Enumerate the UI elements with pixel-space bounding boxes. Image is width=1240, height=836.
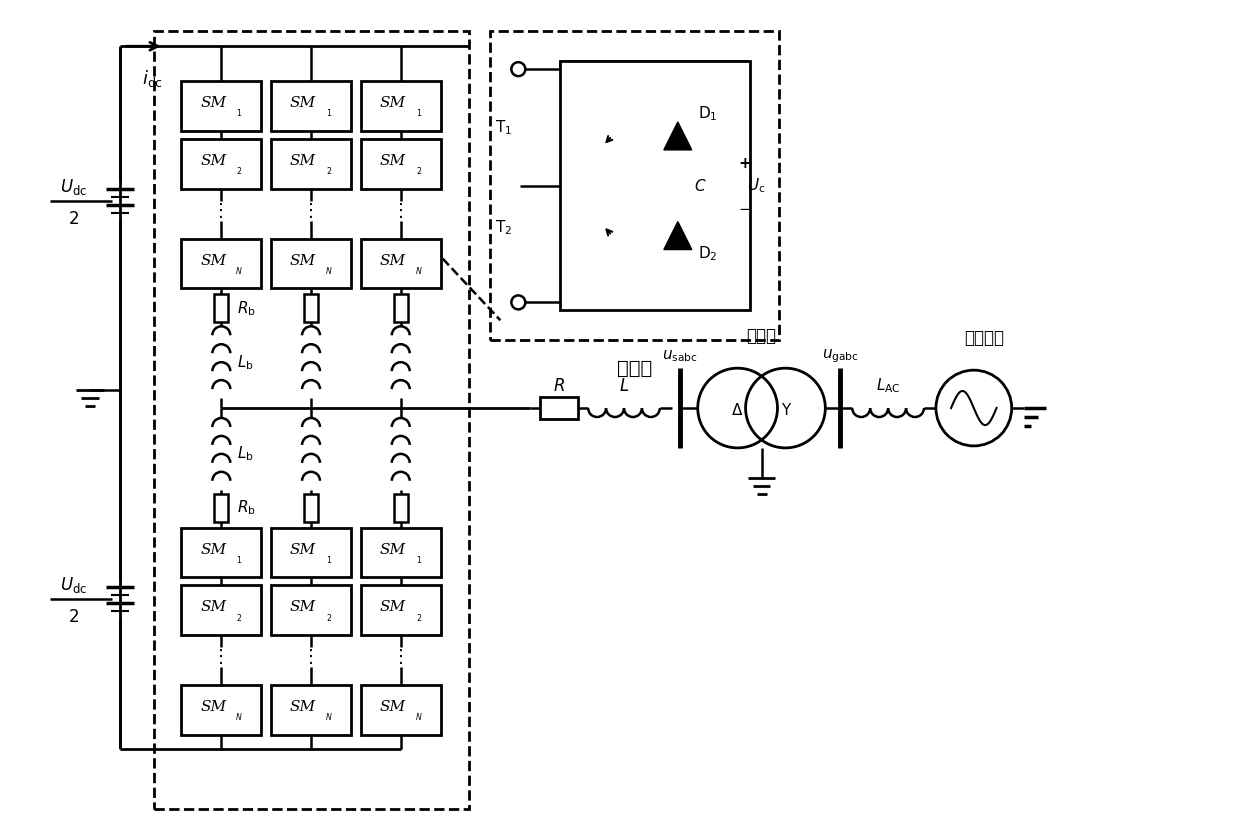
Bar	[181, 81, 262, 131]
Text: $U_{\mathrm{dc}}$: $U_{\mathrm{dc}}$	[61, 575, 87, 595]
Polygon shape	[663, 222, 692, 250]
Text: +: +	[738, 156, 751, 171]
Text: $_2$: $_2$	[236, 612, 242, 624]
Bar	[394, 494, 408, 522]
Bar	[361, 81, 440, 131]
Text: SM: SM	[290, 700, 316, 714]
Text: $_1$: $_1$	[236, 554, 243, 567]
Text: $2$: $2$	[68, 210, 79, 227]
Bar	[181, 139, 262, 189]
Bar	[361, 528, 440, 578]
Bar	[361, 585, 440, 635]
Text: $\mathrm{T}_1$: $\mathrm{T}_1$	[495, 119, 512, 137]
Text: $_2$: $_2$	[415, 612, 422, 624]
Text: $u_{\mathrm{sabc}}$: $u_{\mathrm{sabc}}$	[662, 349, 698, 364]
Polygon shape	[663, 122, 692, 150]
Bar	[491, 31, 780, 340]
Text: $R_{\mathrm{b}}$: $R_{\mathrm{b}}$	[237, 498, 257, 517]
Text: $\mathrm{D}_2$: $\mathrm{D}_2$	[698, 244, 717, 263]
Text: $L_{\mathrm{b}}$: $L_{\mathrm{b}}$	[237, 353, 254, 371]
Bar	[361, 686, 440, 735]
Bar	[394, 294, 408, 323]
Text: $U_{\mathrm{dc}}$: $U_{\mathrm{dc}}$	[61, 176, 87, 196]
Text: SM: SM	[379, 543, 405, 557]
Text: SM: SM	[201, 700, 227, 714]
Text: $L_{\mathrm{AC}}$: $L_{\mathrm{AC}}$	[875, 377, 900, 395]
Text: $_1$: $_1$	[236, 108, 243, 120]
Bar	[181, 585, 262, 635]
Text: $U_{\mathrm{c}}$: $U_{\mathrm{c}}$	[746, 176, 765, 195]
Bar	[272, 528, 351, 578]
Bar	[181, 528, 262, 578]
Bar	[272, 81, 351, 131]
Bar	[181, 686, 262, 735]
Text: $i_{\mathrm{dc}}$: $i_{\mathrm{dc}}$	[141, 68, 162, 89]
Bar	[272, 686, 351, 735]
Text: $C$: $C$	[694, 178, 707, 194]
Bar	[560, 61, 749, 310]
Text: SM: SM	[290, 96, 316, 110]
Bar	[361, 238, 440, 288]
Text: SM: SM	[379, 600, 405, 614]
Text: $_2$: $_2$	[326, 166, 332, 178]
Text: $\mathrm{T}_2$: $\mathrm{T}_2$	[495, 218, 512, 237]
Text: SM: SM	[290, 543, 316, 557]
Text: $_1$: $_1$	[326, 554, 332, 567]
Text: $2$: $2$	[68, 609, 79, 626]
Bar	[215, 294, 228, 323]
Text: 子模块: 子模块	[618, 359, 652, 378]
Text: SM: SM	[379, 96, 405, 110]
Bar	[272, 238, 351, 288]
Bar	[272, 139, 351, 189]
Text: $\mathrm{D}_1$: $\mathrm{D}_1$	[698, 104, 718, 124]
Text: SM: SM	[379, 154, 405, 168]
Text: $_2$: $_2$	[326, 612, 332, 624]
Bar	[181, 238, 262, 288]
Text: $\Delta$: $\Delta$	[732, 402, 744, 418]
Bar	[304, 294, 317, 323]
Text: $u_{\mathrm{gabc}}$: $u_{\mathrm{gabc}}$	[822, 348, 859, 365]
Text: SM: SM	[290, 154, 316, 168]
Text: $_N$: $_N$	[325, 265, 332, 278]
Text: SM: SM	[379, 700, 405, 714]
Text: $_N$: $_N$	[325, 711, 332, 724]
Text: $_2$: $_2$	[236, 166, 242, 178]
Text: SM: SM	[201, 253, 227, 268]
Text: SM: SM	[201, 600, 227, 614]
Bar	[154, 31, 469, 808]
Text: ⋮: ⋮	[392, 648, 409, 666]
Text: $L_{\mathrm{b}}$: $L_{\mathrm{b}}$	[237, 445, 254, 463]
Text: SM: SM	[201, 154, 227, 168]
Text: $_2$: $_2$	[415, 166, 422, 178]
Text: ⋮: ⋮	[303, 201, 320, 220]
Text: ⋮: ⋮	[303, 648, 320, 666]
Text: ⋮: ⋮	[212, 201, 231, 220]
Text: SM: SM	[290, 253, 316, 268]
Text: $R_{\mathrm{b}}$: $R_{\mathrm{b}}$	[237, 299, 257, 318]
Text: SM: SM	[290, 600, 316, 614]
Text: Y: Y	[781, 402, 790, 417]
Text: 变压器: 变压器	[746, 327, 776, 345]
Bar	[361, 139, 440, 189]
Bar	[304, 494, 317, 522]
Text: $_N$: $_N$	[415, 711, 423, 724]
Text: $_1$: $_1$	[415, 554, 422, 567]
Text: SM: SM	[201, 543, 227, 557]
Text: ⋮: ⋮	[392, 201, 409, 220]
Text: SM: SM	[201, 96, 227, 110]
Text: $_1$: $_1$	[415, 108, 422, 120]
Text: SM: SM	[379, 253, 405, 268]
Bar	[541, 397, 578, 419]
Text: $R$: $R$	[553, 377, 565, 395]
Text: $_N$: $_N$	[415, 265, 423, 278]
Text: $_1$: $_1$	[326, 108, 332, 120]
Text: $-$: $-$	[738, 200, 751, 215]
Text: ⋮: ⋮	[212, 648, 231, 666]
Bar	[215, 494, 228, 522]
Text: $L$: $L$	[619, 377, 629, 395]
Text: 交流系统: 交流系统	[963, 329, 1004, 347]
Text: $_N$: $_N$	[236, 265, 243, 278]
Bar	[272, 585, 351, 635]
Text: $_N$: $_N$	[236, 711, 243, 724]
